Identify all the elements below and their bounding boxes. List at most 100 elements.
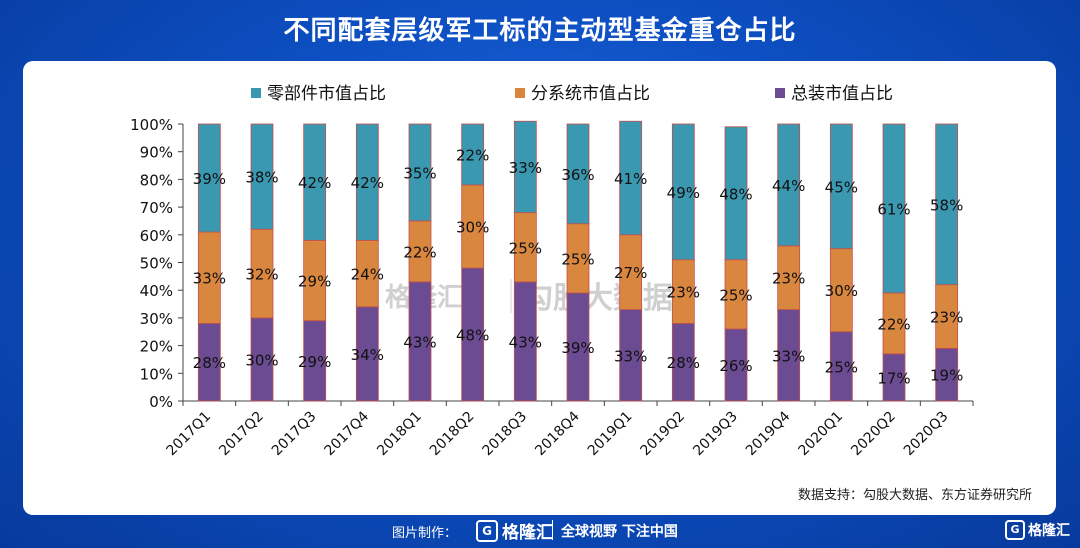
footer-slogan: 全球视野 下注中国 [561, 524, 678, 540]
data-label: 28% [193, 354, 226, 372]
data-label: 42% [298, 174, 331, 192]
bar-segment [355, 123, 379, 241]
data-label: 33% [772, 347, 805, 365]
data-label: 61% [877, 200, 910, 218]
x-tick-label: 2017Q3 [269, 409, 320, 460]
data-label: 42% [351, 174, 384, 192]
data-label: 22% [456, 146, 489, 164]
y-tick-label: 20% [140, 338, 173, 356]
data-label: 58% [930, 196, 963, 214]
y-tick-label: 10% [140, 365, 173, 383]
bar-segment [461, 123, 485, 186]
bar-segment [513, 120, 537, 214]
y-tick-label: 40% [140, 282, 173, 300]
data-label: 25% [509, 239, 542, 257]
bar-segment [829, 123, 853, 250]
bar-segment [250, 123, 274, 230]
y-tick-label: 90% [140, 144, 173, 162]
data-label: 39% [561, 339, 594, 357]
footer-brand-name: 格隆汇 [502, 523, 553, 543]
data-label: 26% [719, 357, 752, 375]
data-label: 30% [456, 218, 489, 236]
data-label: 49% [667, 184, 700, 202]
data-label: 25% [561, 250, 594, 268]
bar-segment [777, 123, 801, 247]
data-label: 27% [614, 264, 647, 282]
bar-segment [303, 123, 327, 241]
bar-segment [619, 120, 643, 236]
bar-segment [935, 123, 959, 286]
data-label: 23% [667, 284, 700, 302]
data-label: 25% [719, 286, 752, 304]
bar-segment [882, 123, 906, 294]
data-label: 22% [403, 243, 436, 261]
y-tick-label: 100% [130, 116, 173, 134]
data-label: 44% [772, 177, 805, 195]
chart-title: 不同配套层级军工标的主动型基金重仓占比 [283, 16, 797, 46]
x-tick-label: 2019Q3 [690, 409, 741, 460]
legend-label: 分系统市值占比 [531, 84, 650, 104]
watermark-text: 勾股大数据 [523, 281, 673, 316]
footer-bar: 图片制作： G 格隆汇 全球视野 下注中国 [0, 516, 1080, 544]
data-label: 35% [403, 164, 436, 182]
data-label: 39% [193, 170, 226, 188]
corner-logo: G 格隆汇 [1005, 520, 1070, 540]
data-label: 28% [667, 354, 700, 372]
x-tick-label: 2018Q3 [480, 409, 531, 460]
x-tick-label: 2018Q4 [532, 408, 583, 459]
x-tick-label: 2017Q2 [216, 409, 267, 460]
data-label: 29% [298, 353, 331, 371]
data-label: 23% [930, 309, 963, 327]
y-tick-label: 70% [140, 199, 173, 217]
data-label: 24% [351, 266, 384, 284]
data-label: 30% [245, 351, 278, 369]
data-label: 17% [877, 369, 910, 387]
data-label: 33% [509, 159, 542, 177]
bar-segment [724, 126, 748, 261]
y-tick-label: 80% [140, 171, 173, 189]
data-label: 23% [772, 270, 805, 288]
x-tick-label: 2019Q4 [743, 408, 794, 459]
brand-logo-icon: G [476, 519, 498, 542]
data-label: 36% [561, 166, 594, 184]
x-tick-label: 2018Q2 [427, 409, 478, 460]
data-label: 38% [245, 169, 278, 187]
data-label: 41% [614, 170, 647, 188]
bar-segment [408, 123, 432, 222]
x-tick-label: 2019Q1 [585, 409, 636, 460]
legend-swatch [251, 88, 261, 98]
bar-segment [566, 123, 590, 225]
x-tick-label: 2020Q1 [796, 409, 847, 460]
footer-brand: G 格隆汇 [476, 518, 553, 543]
data-label: 43% [509, 333, 542, 351]
stacked-bar-chart: 格隆汇勾股大数据0%10%20%30%40%50%60%70%80%90%100… [130, 84, 974, 460]
x-tick-label: 2019Q2 [638, 409, 689, 460]
legend-label: 总装市值占比 [791, 84, 893, 104]
data-label: 34% [351, 346, 384, 364]
data-label: 43% [403, 333, 436, 351]
legend-swatch [775, 88, 785, 98]
y-tick-label: 0% [149, 393, 173, 411]
corner-brand-name: 格隆汇 [1028, 523, 1070, 539]
data-label: 22% [877, 315, 910, 333]
x-tick-label: 2018Q1 [374, 409, 425, 460]
data-label: 45% [825, 178, 858, 196]
x-tick-label: 2020Q2 [848, 409, 899, 460]
legend-label: 零部件市值占比 [267, 84, 386, 104]
data-label: 33% [614, 347, 647, 365]
x-tick-label: 2017Q4 [322, 408, 373, 459]
data-label: 30% [825, 282, 858, 300]
bar-segment [197, 123, 221, 233]
x-tick-label: 2020Q3 [901, 409, 952, 460]
data-label: 32% [245, 266, 278, 284]
footer-credit: 图片制作： [392, 526, 458, 541]
legend-swatch [515, 88, 525, 98]
data-label: 29% [298, 273, 331, 291]
y-tick-label: 50% [140, 255, 173, 273]
data-label: 48% [456, 327, 489, 345]
y-tick-label: 60% [140, 227, 173, 245]
data-label: 48% [719, 185, 752, 203]
y-tick-label: 30% [140, 310, 173, 328]
data-label: 25% [825, 358, 858, 376]
data-label: 19% [930, 367, 963, 385]
